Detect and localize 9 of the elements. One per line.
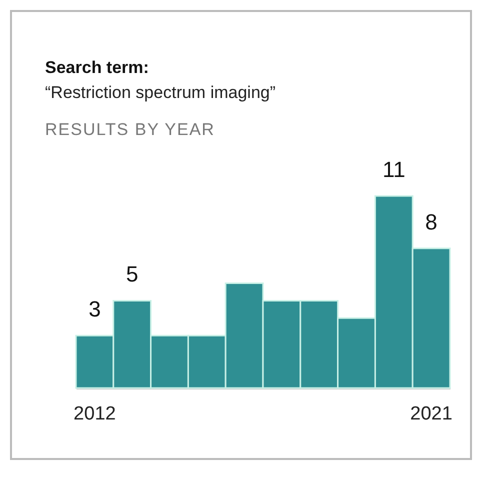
data-label: 5: [126, 262, 138, 287]
chart-title: Search term:: [45, 58, 149, 78]
x-tick-label: 2012: [74, 404, 116, 424]
x-tick-label: 2021: [410, 404, 452, 424]
data-label: 8: [425, 209, 438, 234]
data-label: 11: [382, 157, 406, 182]
data-label: 3: [88, 296, 101, 322]
chart-subtitle: “Restriction spectrum imaging”: [45, 83, 276, 103]
text: RESULTS BY YEAR: [45, 120, 215, 140]
